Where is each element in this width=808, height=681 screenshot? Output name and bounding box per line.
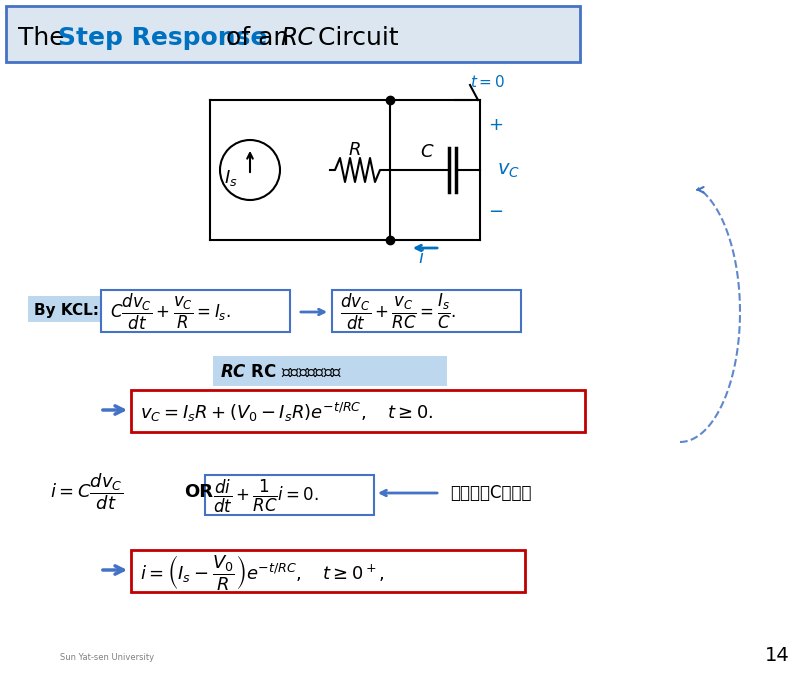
Text: $-$: $-$: [488, 201, 503, 219]
Text: $I_s$: $I_s$: [224, 168, 238, 188]
FancyBboxPatch shape: [131, 550, 525, 592]
Text: By KCL:: By KCL:: [34, 304, 99, 319]
FancyBboxPatch shape: [213, 356, 447, 386]
Circle shape: [220, 140, 280, 200]
Text: of an: of an: [218, 26, 297, 50]
Text: $R$: $R$: [348, 141, 361, 159]
Text: Sun Yat-sen University: Sun Yat-sen University: [60, 654, 154, 663]
FancyBboxPatch shape: [101, 290, 290, 332]
Text: $v_C = I_sR + (V_0 - I_sR)e^{-t/RC},\quad t \geq 0.$: $v_C = I_sR + (V_0 - I_sR)e^{-t/RC},\qua…: [140, 400, 433, 424]
Text: $i$: $i$: [418, 249, 425, 267]
Text: $\dfrac{dv_C}{dt}+\dfrac{v_C}{RC}=\dfrac{I_s}{C}.$: $\dfrac{dv_C}{dt}+\dfrac{v_C}{RC}=\dfrac…: [340, 292, 457, 332]
Text: $C$: $C$: [420, 143, 435, 161]
Text: Step Response: Step Response: [58, 26, 267, 50]
Text: $C\dfrac{dv_C}{dt}+\dfrac{v_C}{R}=I_s.$: $C\dfrac{dv_C}{dt}+\dfrac{v_C}{R}=I_s.$: [110, 292, 231, 332]
FancyBboxPatch shape: [131, 390, 585, 432]
Text: The: The: [18, 26, 73, 50]
Text: 整式乘以C再微分: 整式乘以C再微分: [450, 484, 532, 502]
Text: $i = C\dfrac{dv_C}{dt}$: $i = C\dfrac{dv_C}{dt}$: [50, 472, 123, 512]
Text: $\bfit{RC}$ RC 電路的步階響應: $\bfit{RC}$ RC 電路的步階響應: [220, 363, 342, 381]
Text: $v_C$: $v_C$: [497, 161, 520, 180]
FancyBboxPatch shape: [332, 290, 521, 332]
Text: $t = 0$: $t = 0$: [470, 74, 505, 90]
FancyBboxPatch shape: [205, 475, 374, 515]
Text: RC: RC: [280, 26, 315, 50]
Text: Circuit: Circuit: [310, 26, 398, 50]
FancyBboxPatch shape: [28, 296, 100, 322]
FancyBboxPatch shape: [6, 6, 580, 62]
Text: $\dfrac{di}{dt}+\dfrac{1}{RC}i = 0.$: $\dfrac{di}{dt}+\dfrac{1}{RC}i = 0.$: [213, 477, 319, 515]
Text: $i = \left(I_s - \dfrac{V_0}{R}\right)e^{-t/RC},\quad t \geq 0^+,$: $i = \left(I_s - \dfrac{V_0}{R}\right)e^…: [140, 552, 385, 592]
Text: $+$: $+$: [488, 116, 503, 134]
Text: OR: OR: [184, 483, 213, 501]
Text: 14: 14: [765, 646, 790, 665]
